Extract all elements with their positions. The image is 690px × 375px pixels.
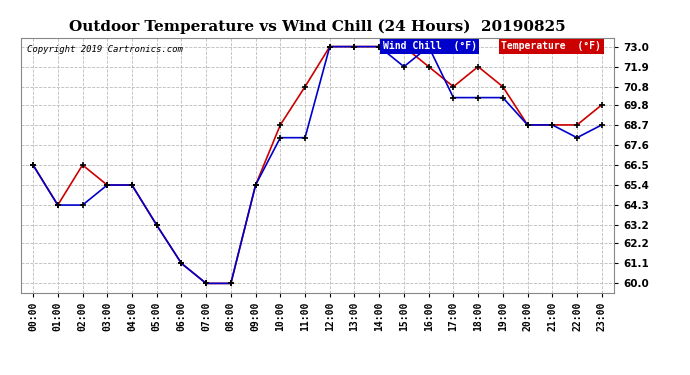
- Text: Copyright 2019 Cartronics.com: Copyright 2019 Cartronics.com: [27, 45, 183, 54]
- Title: Outdoor Temperature vs Wind Chill (24 Hours)  20190825: Outdoor Temperature vs Wind Chill (24 Ho…: [69, 19, 566, 33]
- Text: Wind Chill  (°F): Wind Chill (°F): [383, 41, 477, 51]
- Text: Temperature  (°F): Temperature (°F): [502, 41, 601, 51]
